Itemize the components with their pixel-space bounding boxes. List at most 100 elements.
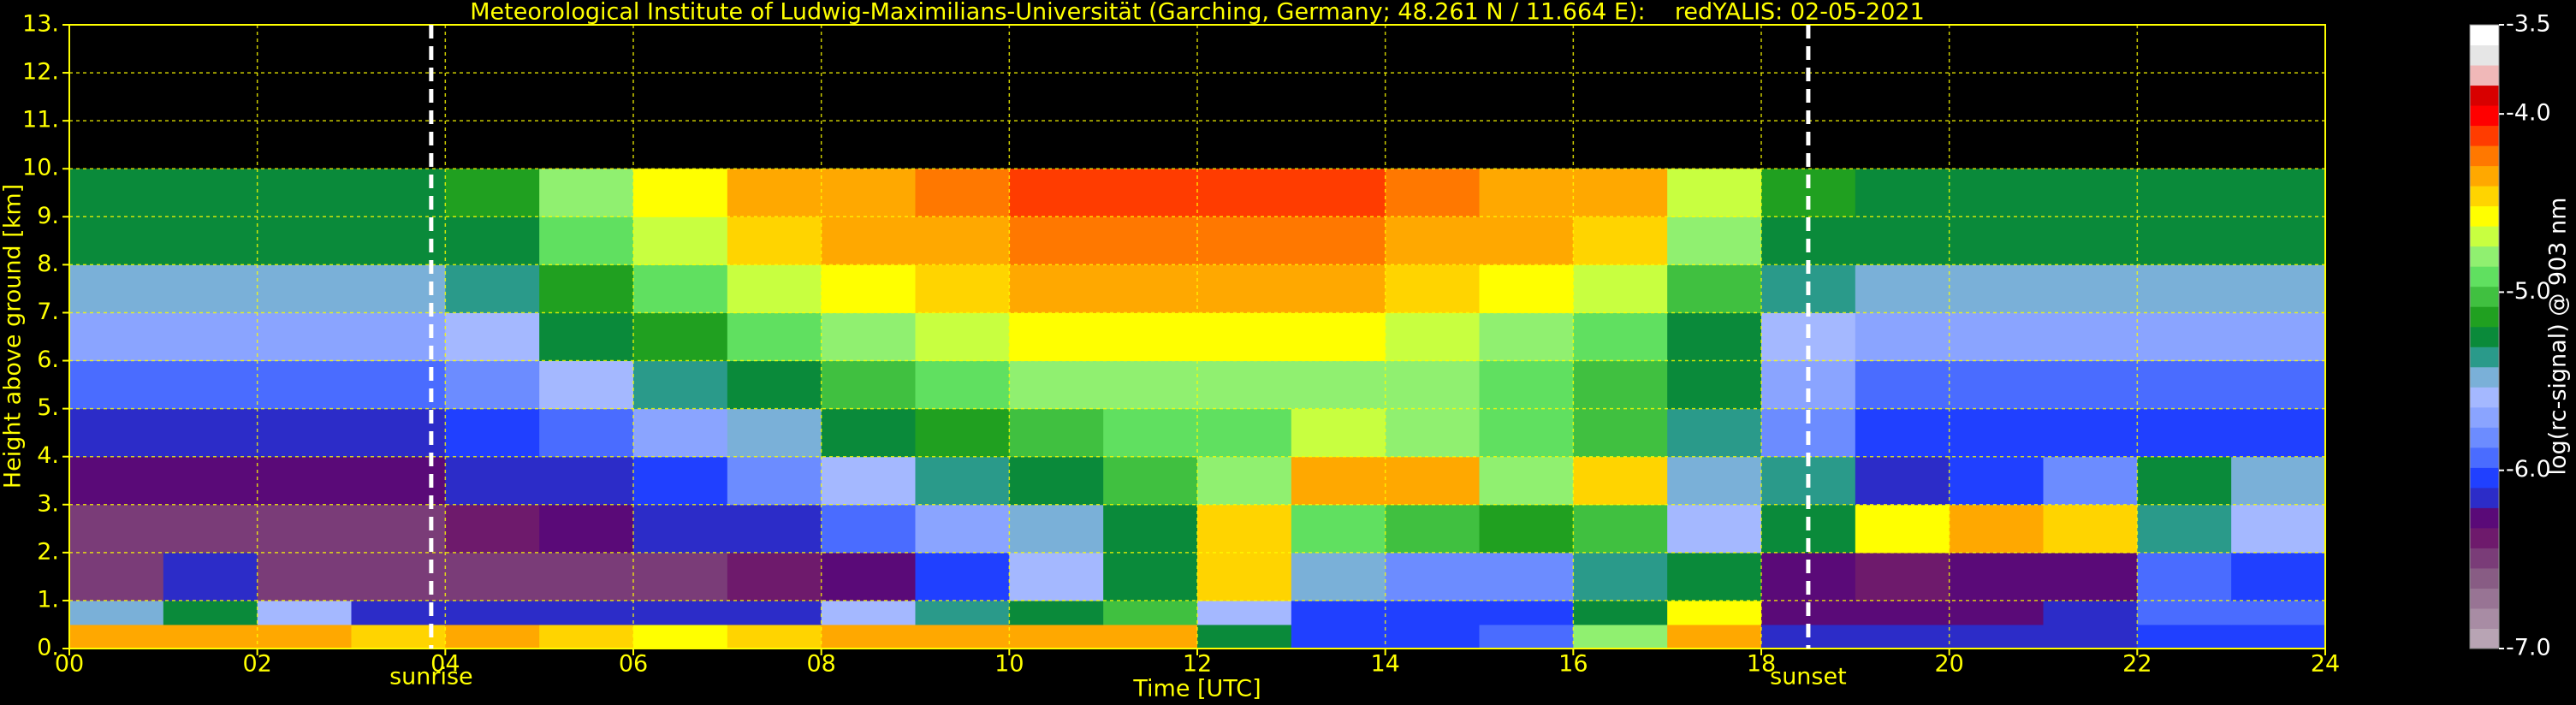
- heatmap-cell: [2043, 600, 2138, 625]
- heatmap-cell: [445, 456, 540, 506]
- heatmap-cell: [1291, 216, 1386, 265]
- heatmap-cell: [821, 312, 916, 362]
- heatmap-cell: [2231, 312, 2326, 362]
- heatmap-cell: [2231, 552, 2326, 601]
- heatmap-cell: [445, 360, 540, 410]
- heatmap-cell: [727, 312, 822, 362]
- y-tick-label: 10.: [22, 155, 59, 181]
- heatmap-cell: [539, 600, 634, 625]
- heatmap-cell: [1479, 552, 1574, 601]
- heatmap-cell: [2231, 408, 2326, 458]
- heatmap-cell: [1949, 456, 2044, 506]
- heatmap-cell: [1667, 264, 1762, 313]
- heatmap-cell: [163, 312, 258, 362]
- heatmap-cell: [1385, 312, 1480, 362]
- x-tick-label: 14: [1370, 651, 1399, 678]
- heatmap-cell: [1385, 552, 1480, 601]
- heatmap-cell: [727, 408, 822, 458]
- annotation-label: sunrise: [389, 664, 473, 690]
- heatmap-cell: [1009, 360, 1104, 410]
- heatmap-cell: [633, 169, 728, 217]
- heatmap-cell: [257, 504, 352, 554]
- colorbar-label: log(rc-signal) @ 903 nm: [2545, 198, 2572, 476]
- heatmap-cell: [821, 624, 916, 649]
- heatmap-cell: [1197, 312, 1292, 362]
- heatmap-cell: [445, 504, 540, 554]
- heatmap-cell: [633, 456, 728, 506]
- colorbar-swatch: [2470, 186, 2499, 207]
- heatmap-cell: [1009, 456, 1104, 506]
- colorbar-swatch: [2470, 487, 2499, 508]
- heatmap-cell: [1855, 624, 1950, 649]
- x-tick-label: 06: [619, 651, 648, 678]
- heatmap-cell: [163, 456, 258, 506]
- y-tick-label: 6.: [37, 347, 59, 373]
- heatmap-cell: [915, 312, 1010, 362]
- heatmap-cell: [539, 624, 634, 649]
- heatmap-cell: [445, 264, 540, 313]
- heatmap-cell: [1479, 504, 1574, 554]
- heatmap-cell: [445, 216, 540, 265]
- heatmap-cell: [539, 312, 634, 362]
- heatmap-cell: [1667, 504, 1762, 554]
- heatmap-cell: [915, 169, 1010, 217]
- heatmap-cell: [2137, 169, 2232, 217]
- heatmap-cell: [539, 552, 634, 601]
- colorbar-swatch: [2470, 226, 2499, 247]
- heatmap-cell: [1667, 552, 1762, 601]
- y-tick-label: 2.: [37, 538, 59, 565]
- annotation-label: sunset: [1770, 664, 1847, 690]
- heatmap-cell: [163, 504, 258, 554]
- colorbar-swatch: [2470, 65, 2499, 86]
- heatmap-cell: [1197, 504, 1292, 554]
- colorbar-swatch: [2470, 548, 2499, 569]
- colorbar-swatch: [2470, 607, 2499, 629]
- y-axis-label: Height above ground [km]: [0, 184, 27, 489]
- heatmap-cell: [2231, 264, 2326, 313]
- heatmap-cell: [163, 408, 258, 458]
- heatmap-cell: [1479, 216, 1574, 265]
- heatmap-cell: [1291, 552, 1386, 601]
- heatmap-cell: [2137, 456, 2232, 506]
- heatmap-cell: [257, 264, 352, 313]
- colorbar-swatch: [2470, 326, 2499, 347]
- heatmap-cell: [2231, 169, 2326, 217]
- heatmap-cell: [2231, 624, 2326, 649]
- colorbar-swatch: [2470, 527, 2499, 548]
- y-tick-label: 4.: [37, 442, 59, 469]
- heatmap-cell: [1949, 264, 2044, 313]
- colorbar-swatch: [2470, 406, 2499, 428]
- heatmap-cell: [257, 169, 352, 217]
- heatmap-cell: [915, 624, 1010, 649]
- heatmap-cell: [821, 600, 916, 625]
- heatmap-cell: [1103, 600, 1198, 625]
- heatmap-cell: [1385, 600, 1480, 625]
- heatmap-cell: [163, 600, 258, 625]
- x-tick-label: 12: [1183, 651, 1212, 678]
- heatmap-cell: [821, 408, 916, 458]
- heatmap-cell: [1103, 624, 1198, 649]
- heatmap-cell: [2137, 264, 2232, 313]
- heatmap-cell: [257, 456, 352, 506]
- colorbar-tick-label: -3.5: [2506, 11, 2551, 38]
- heatmap-cell: [1573, 552, 1668, 601]
- heatmap-cell: [1385, 216, 1480, 265]
- colorbar-swatch: [2470, 105, 2499, 127]
- y-tick-label: 8.: [37, 251, 59, 277]
- heatmap-cell: [1103, 169, 1198, 217]
- heatmap-cell: [1667, 360, 1762, 410]
- heatmap-cell: [163, 360, 258, 410]
- heatmap-cell: [1197, 456, 1292, 506]
- heatmap-cell: [539, 264, 634, 313]
- heatmap-cell: [1009, 216, 1104, 265]
- heatmap-cell: [163, 552, 258, 601]
- heatmap-cell: [1291, 624, 1386, 649]
- heatmap-cell: [1479, 360, 1574, 410]
- heatmap-cell: [1479, 456, 1574, 506]
- heatmap-cell: [1573, 600, 1668, 625]
- plot-frame: [68, 24, 2326, 649]
- colorbar-swatch: [2470, 286, 2499, 307]
- heatmap-cell: [1949, 624, 2044, 649]
- heatmap-cell: [539, 169, 634, 217]
